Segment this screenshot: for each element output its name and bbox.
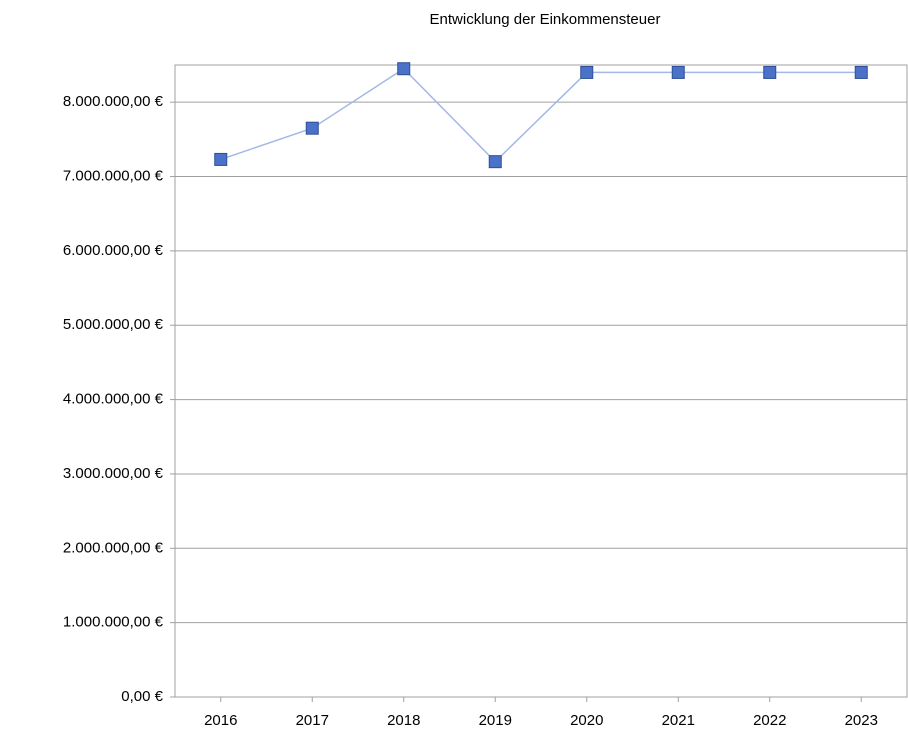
x-tick-label: 2017 <box>296 712 329 729</box>
y-tick-label: 3.000.000,00 € <box>63 465 164 482</box>
x-tick-label: 2023 <box>845 712 878 729</box>
y-tick-label: 7.000.000,00 € <box>63 167 164 184</box>
data-point <box>397 62 411 76</box>
data-point <box>214 152 228 166</box>
y-tick-label: 4.000.000,00 € <box>63 391 164 408</box>
data-point <box>488 155 502 169</box>
x-tick-label: 2021 <box>662 712 695 729</box>
data-point <box>305 121 319 135</box>
y-tick-label: 8.000.000,00 € <box>63 93 164 110</box>
x-tick-label: 2022 <box>753 712 786 729</box>
x-tick-label: 2019 <box>479 712 512 729</box>
y-tick-label: 1.000.000,00 € <box>63 614 164 631</box>
plot-frame <box>174 64 908 698</box>
data-point <box>854 65 868 79</box>
data-point <box>763 65 777 79</box>
x-tick-label: 2016 <box>204 712 237 729</box>
chart-title: Entwicklung der Einkommensteuer <box>430 11 661 28</box>
x-tick-label: 2020 <box>570 712 603 729</box>
series-line <box>220 67 862 163</box>
y-tick-label: 2.000.000,00 € <box>63 539 164 556</box>
data-point <box>580 65 594 79</box>
y-tick-label: 5.000.000,00 € <box>63 316 164 333</box>
y-tick-label: 6.000.000,00 € <box>63 242 164 259</box>
y-tick-label: 0,00 € <box>121 688 163 705</box>
x-tick-label: 2018 <box>387 712 420 729</box>
data-point <box>671 65 685 79</box>
